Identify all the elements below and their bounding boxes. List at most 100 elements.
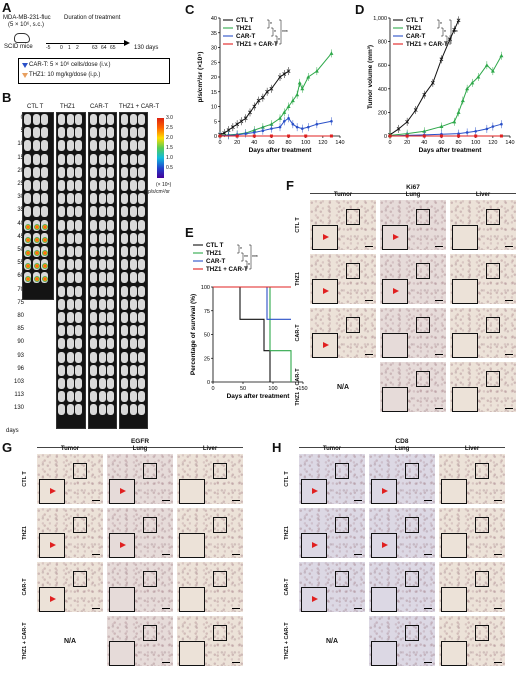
mouse-image xyxy=(58,259,65,271)
scale-bar xyxy=(162,554,170,555)
zoom-inset xyxy=(179,533,205,558)
ihc-micrograph xyxy=(439,508,505,558)
mouse-image xyxy=(90,285,97,297)
treatment-legend-box: CAR-T: 5 × 10⁶ cells/dose (i.v.) THZ1: 1… xyxy=(18,58,170,84)
panel-b: B CTL T THZ1 CAR-T THZ1 + CAR-T 05101520… xyxy=(0,88,185,448)
mouse-image xyxy=(66,246,74,257)
mouse-image xyxy=(58,246,65,257)
mouse-image xyxy=(121,259,128,271)
day-label: 10 xyxy=(17,141,24,148)
mouse-image xyxy=(58,153,65,165)
mouse-image xyxy=(107,298,114,310)
data-point xyxy=(222,131,227,135)
zoom-inset xyxy=(109,587,135,612)
mouse-image xyxy=(121,180,128,191)
data-point xyxy=(297,80,302,85)
data-point xyxy=(256,98,261,103)
ihc-micrograph xyxy=(107,562,173,612)
not-applicable-label: N/A xyxy=(336,383,350,391)
y-tick-label: 5 xyxy=(214,119,217,125)
panel-b-letter: B xyxy=(2,90,12,105)
mouse-image xyxy=(58,298,65,310)
bioluminescence-signal xyxy=(33,276,40,283)
mouse-image xyxy=(121,166,128,178)
mouse-image xyxy=(107,180,114,191)
mouse-image xyxy=(129,391,137,403)
mouse-image xyxy=(138,378,145,389)
legend-label: CAR-T xyxy=(406,33,425,40)
ihc-micrograph xyxy=(380,308,446,358)
mouse-image xyxy=(66,206,74,218)
mouse-image xyxy=(90,325,97,337)
mouse-image xyxy=(121,351,128,363)
mouse-image xyxy=(58,193,65,205)
day-label: 70 xyxy=(17,286,24,293)
significance-mark: *** xyxy=(252,255,258,261)
ihc-micrograph xyxy=(299,454,365,504)
data-point xyxy=(226,128,231,132)
mouse-image xyxy=(138,364,145,376)
mouse-image xyxy=(66,127,74,139)
panel-e-letter: E xyxy=(185,225,194,240)
mouse-image xyxy=(107,378,114,389)
scale-bar xyxy=(354,500,362,501)
significance-bracket xyxy=(279,19,282,45)
mouse-image xyxy=(129,351,137,363)
data-point xyxy=(260,95,265,100)
day-label: 35 xyxy=(17,207,24,214)
mouse-image xyxy=(129,364,137,376)
mouse-image xyxy=(98,351,106,363)
zoom-region-box xyxy=(416,371,431,387)
data-point xyxy=(244,132,248,135)
zoom-inset xyxy=(179,479,205,504)
mouse-image xyxy=(98,272,106,284)
mouse-image xyxy=(24,180,31,191)
data-point xyxy=(282,72,287,76)
cart-marker-icon xyxy=(22,63,28,68)
x-tick-label: 0 xyxy=(211,386,214,392)
mouse-image xyxy=(121,219,128,231)
mouse-image xyxy=(58,232,65,244)
scale-bar xyxy=(505,300,513,301)
y-tick-label: 100 xyxy=(201,285,210,291)
tissue-column-label: Tumor xyxy=(322,446,342,452)
treatment-row-label: CAR-T xyxy=(284,578,290,596)
panel-a: A MDA-MB-231-fluc (5 × 10⁶, s.c.) SCID m… xyxy=(0,0,175,85)
significance-bracket xyxy=(441,27,444,37)
mice-grid xyxy=(0,88,185,448)
legend-label: THZ1 + CAR-T xyxy=(206,266,248,273)
mouse-image xyxy=(107,391,114,403)
mouse-image xyxy=(90,219,97,231)
scale-bar xyxy=(424,500,432,501)
mouse-image xyxy=(24,127,31,139)
y-tick-label: 25 xyxy=(204,356,210,362)
mouse-image xyxy=(98,404,106,416)
mouse-image xyxy=(90,193,97,205)
mouse-image xyxy=(121,338,128,350)
data-point xyxy=(452,119,457,124)
scale-bar xyxy=(232,500,240,501)
data-point xyxy=(474,129,478,133)
ihc-micrograph xyxy=(450,362,516,412)
mouse-image xyxy=(24,166,31,178)
thz1-marker-icon xyxy=(22,73,28,78)
ihc-micrograph xyxy=(37,562,103,612)
bioluminescence-signal xyxy=(42,263,48,270)
zoom-region-box xyxy=(416,263,431,279)
mouse-image xyxy=(75,246,82,257)
mouse-image xyxy=(107,193,114,205)
y-tick-label: 20 xyxy=(211,75,217,81)
marker-title: CD8 xyxy=(299,438,505,448)
zoom-inset xyxy=(382,333,408,358)
data-point xyxy=(287,134,291,138)
ihc-micrograph xyxy=(380,254,446,304)
significance-mark: * xyxy=(240,247,242,253)
mouse-image xyxy=(58,351,65,363)
mouse-image xyxy=(75,285,82,297)
mouse-image xyxy=(138,114,145,125)
zoom-region-box xyxy=(346,209,361,225)
mouse-image xyxy=(75,364,82,376)
mouse-image xyxy=(121,127,128,139)
red-arrow-icon xyxy=(50,596,57,602)
legend-label: CAR-T xyxy=(206,258,225,265)
